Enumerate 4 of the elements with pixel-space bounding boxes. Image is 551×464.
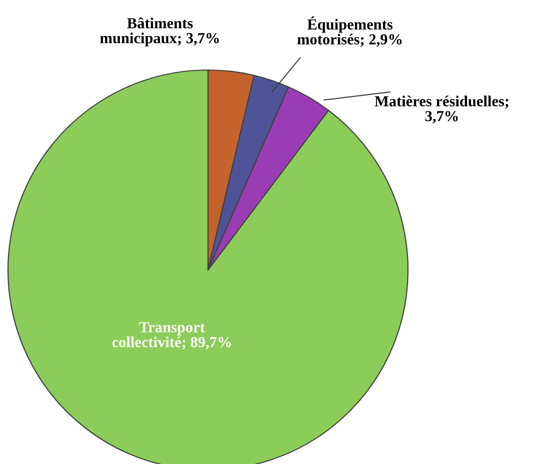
slice-label: Matières résiduelles; 3,7%: [374, 96, 508, 124]
slice-label: Équipements motorisés; 2,9%: [297, 16, 402, 47]
slice-label: Transport collectivité; 89,7%: [112, 322, 231, 350]
slice-label: Bâtiments municipaux; 3,7%: [100, 17, 219, 46]
